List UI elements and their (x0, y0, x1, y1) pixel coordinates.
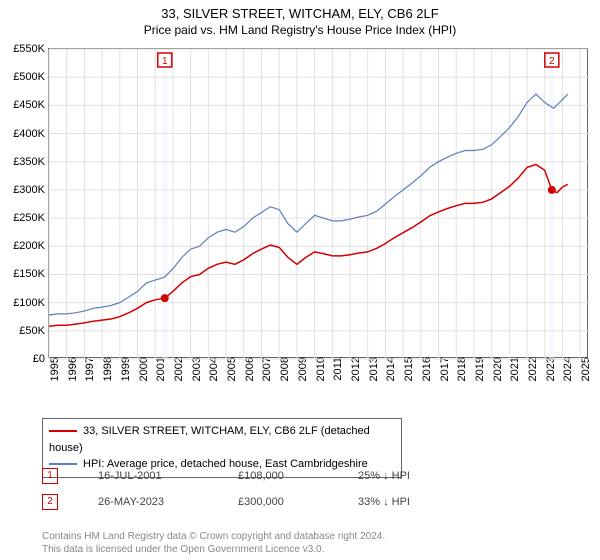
sale-row-pct: 33% ↓ HPI (358, 496, 410, 508)
series-line-hpi (49, 94, 568, 315)
x-axis-tick-label: 2018 (452, 357, 468, 381)
sale-row: 2 26-MAY-2023 £300,000 33% ↓ HPI (42, 494, 588, 510)
x-axis-tick-label: 2019 (470, 357, 486, 381)
x-axis-tick-label: 2017 (435, 357, 451, 381)
chart-svg: 12 (49, 49, 589, 359)
y-axis-tick-label: £350K (13, 156, 49, 168)
attribution-footer: Contains HM Land Registry data © Crown c… (42, 530, 385, 556)
x-axis-tick-label: 1996 (63, 357, 79, 381)
x-axis-tick-label: 2015 (399, 357, 415, 381)
sale-row-price: £300,000 (238, 496, 328, 508)
x-axis-tick-label: 2002 (169, 357, 185, 381)
footer-line2: This data is licensed under the Open Gov… (42, 543, 385, 556)
y-axis-tick-label: £500K (13, 71, 49, 83)
x-axis-tick-label: 2008 (275, 357, 291, 381)
x-axis-tick-label: 1995 (45, 357, 61, 381)
chart-title-line1: 33, SILVER STREET, WITCHAM, ELY, CB6 2LF (0, 6, 600, 21)
y-axis-tick-label: £200K (13, 240, 49, 252)
sale-row-date: 26-MAY-2023 (98, 496, 208, 508)
x-axis-tick-label: 2022 (523, 357, 539, 381)
chart-plot-area: £0£50K£100K£150K£200K£250K£300K£350K£400… (48, 48, 588, 358)
sale-marker-flag: 2 (545, 53, 559, 67)
sale-row-date: 16-JUL-2001 (98, 470, 208, 482)
chart-title-line2: Price paid vs. HM Land Registry's House … (0, 23, 600, 37)
sale-row-price: £108,000 (238, 470, 328, 482)
legend-swatch (49, 463, 77, 465)
sale-row-pct: 25% ↓ HPI (358, 470, 410, 482)
x-axis-tick-label: 1999 (116, 357, 132, 381)
x-axis-tick-label: 2024 (558, 357, 574, 381)
y-axis-tick-label: £100K (13, 297, 49, 309)
x-axis-tick-label: 2006 (240, 357, 256, 381)
svg-text:1: 1 (162, 56, 168, 67)
legend-item: 33, SILVER STREET, WITCHAM, ELY, CB6 2LF… (49, 423, 395, 456)
y-axis-tick-label: £300K (13, 184, 49, 196)
sale-marker-dot (548, 186, 556, 194)
x-axis-tick-label: 2023 (541, 357, 557, 381)
x-axis-tick-label: 2007 (257, 357, 273, 381)
x-axis-tick-label: 2014 (381, 357, 397, 381)
series-line-property (49, 165, 568, 327)
x-axis-tick-label: 2025 (576, 357, 592, 381)
y-axis-tick-label: £50K (19, 325, 49, 337)
sale-row-marker-icon: 2 (42, 494, 58, 510)
x-axis-tick-label: 2010 (311, 357, 327, 381)
x-axis-tick-label: 2020 (488, 357, 504, 381)
sale-row: 1 16-JUL-2001 £108,000 25% ↓ HPI (42, 468, 588, 484)
x-axis-tick-label: 2016 (417, 357, 433, 381)
x-axis-tick-label: 2009 (293, 357, 309, 381)
footer-line1: Contains HM Land Registry data © Crown c… (42, 530, 385, 543)
x-axis-tick-label: 2004 (204, 357, 220, 381)
sale-marker-dot (161, 294, 169, 302)
y-axis-tick-label: £550K (13, 43, 49, 55)
y-axis-tick-label: £400K (13, 128, 49, 140)
x-axis-tick-label: 2003 (187, 357, 203, 381)
x-axis-tick-label: 2012 (346, 357, 362, 381)
x-axis-tick-label: 1998 (98, 357, 114, 381)
y-axis-tick-label: £150K (13, 268, 49, 280)
x-axis-tick-label: 2005 (222, 357, 238, 381)
svg-text:2: 2 (549, 56, 555, 67)
x-axis-tick-label: 2011 (328, 357, 344, 381)
legend-swatch (49, 430, 77, 432)
legend-label: 33, SILVER STREET, WITCHAM, ELY, CB6 2LF… (49, 425, 370, 454)
x-axis-tick-label: 2001 (151, 357, 167, 381)
sale-marker-flag: 1 (158, 53, 172, 67)
sale-row-marker-icon: 1 (42, 468, 58, 484)
y-axis-tick-label: £250K (13, 212, 49, 224)
x-axis-tick-label: 2013 (364, 357, 380, 381)
x-axis-tick-label: 2021 (505, 357, 521, 381)
y-axis-tick-label: £450K (13, 99, 49, 111)
x-axis-tick-label: 1997 (80, 357, 96, 381)
x-axis-tick-label: 2000 (134, 357, 150, 381)
